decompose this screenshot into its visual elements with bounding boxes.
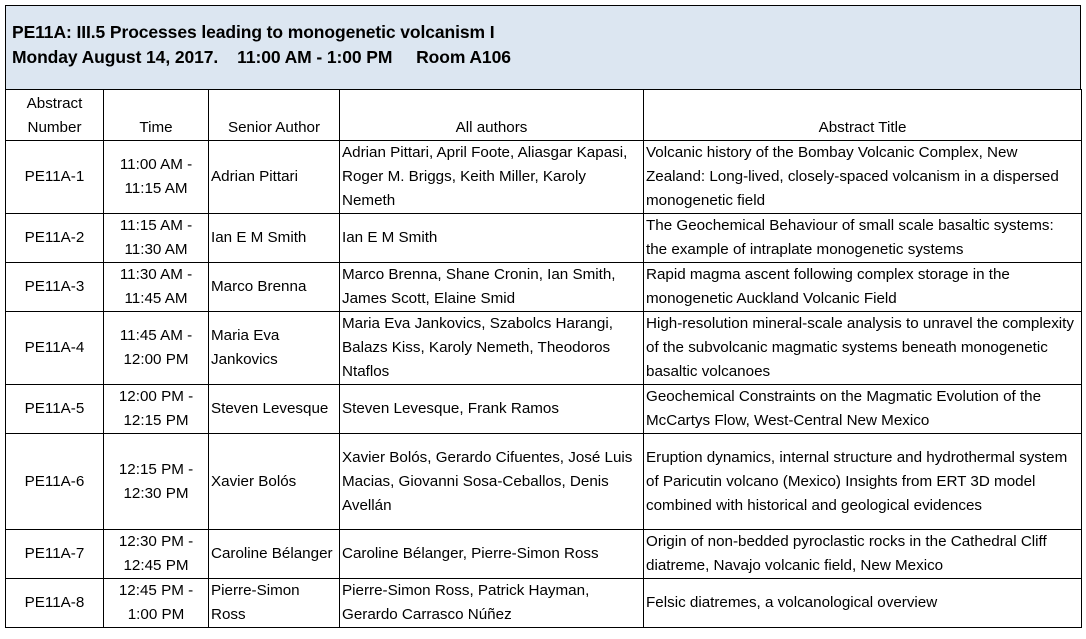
all-authors: Ian E M Smith	[339, 213, 644, 263]
time-end: 12:00 PM	[123, 351, 189, 368]
all-authors: Marco Brenna, Shane Cronin, Ian Smith, J…	[339, 262, 644, 312]
senior-author: Steven Levesque	[208, 384, 340, 434]
table-row: PE11A-4 11:45 AM - 12:00 PM Maria Eva Janko…	[5, 311, 1082, 385]
session-datetime-room: Monday August 14, 2017. 11:00 AM - 1:00 …	[12, 47, 511, 67]
time-slot: 12:00 PM - 12:15 PM	[103, 384, 209, 434]
time-slot: 11:45 AM - 12:00 PM	[103, 311, 209, 385]
abstract-title: Geochemical Constraints on the Magmatic …	[643, 384, 1082, 434]
abstract-title: High-resolution mineral-scale analysis t…	[643, 311, 1082, 385]
table-row: PE11A-6 12:15 PM - 12:30 PM Xavier Bolós Xav…	[5, 433, 1082, 530]
senior-author: Xavier Bolós	[208, 433, 340, 530]
time-end: 11:30 AM	[124, 241, 188, 258]
all-authors: Adrian Pittari, April Foote, Aliasgar Ka…	[339, 140, 644, 214]
abstract-number: PE11A-4	[5, 311, 104, 385]
table-row: PE11A-1 11:00 AM - 11:15 AM Adrian Pittari A…	[5, 140, 1082, 214]
table-row: PE11A-8 12:45 PM - 1:00 PM Pierre-Simon Ros…	[5, 578, 1082, 628]
abstract-title: Origin of non-bedded pyroclastic rocks i…	[643, 529, 1082, 579]
time-start: 12:45 PM -	[118, 582, 194, 599]
time-end: 12:30 PM	[123, 484, 189, 502]
table-row: PE11A-7 12:30 PM - 12:45 PM Caroline Bélang…	[5, 529, 1082, 579]
senior-author: Adrian Pittari	[208, 140, 340, 214]
all-authors: Caroline Bélanger, Pierre-Simon Ross	[339, 529, 644, 579]
time-slot: 11:15 AM - 11:30 AM	[103, 213, 209, 263]
time-start: 12:15 PM -	[118, 460, 194, 478]
time-slot: 11:30 AM - 11:45 AM	[103, 262, 209, 312]
header-all-authors: All authors	[339, 89, 644, 141]
time-start: 11:45 AM -	[119, 327, 193, 344]
all-authors: Maria Eva Jankovics, Szabolcs Harangi, B…	[339, 311, 644, 385]
header-abstract-title: Abstract Title	[643, 89, 1082, 141]
senior-author: Caroline Bélanger	[208, 529, 340, 579]
abstract-number: PE11A-5	[5, 384, 104, 434]
time-end: 11:15 AM	[124, 180, 188, 197]
time-start: 12:30 PM -	[118, 533, 194, 550]
abstract-number: PE11A-3	[5, 262, 104, 312]
abstract-title: Volcanic history of the Bombay Volcanic …	[643, 140, 1082, 214]
senior-author: Marco Brenna	[208, 262, 340, 312]
senior-author: Pierre-Simon Ross	[208, 578, 340, 628]
abstract-number: PE11A-1	[5, 140, 104, 214]
all-authors: Steven Levesque, Frank Ramos	[339, 384, 644, 434]
time-end: 11:45 AM	[124, 290, 188, 307]
abstract-title: Felsic diatremes, a volcanological overv…	[643, 578, 1082, 628]
time-end: 12:15 PM	[123, 412, 189, 429]
abstract-number: PE11A-7	[5, 529, 104, 579]
time-slot: 12:45 PM - 1:00 PM	[103, 578, 209, 628]
header-senior-author: Senior Author	[208, 89, 340, 141]
session-header: PE11A: III.5 Processes leading to monoge…	[5, 5, 1081, 89]
abstract-number: PE11A-6	[5, 433, 104, 530]
time-end: 12:45 PM	[123, 557, 189, 574]
time-start: 11:15 AM -	[119, 217, 193, 234]
table-row: PE11A-5 12:00 PM - 12:15 PM Steven Levesque…	[5, 384, 1082, 434]
session-title: PE11A: III.5 Processes leading to monoge…	[12, 22, 495, 42]
table-row: PE11A-2 11:15 AM - 11:30 AM Ian E M Smith Ia…	[5, 213, 1082, 263]
senior-author: Maria Eva Jankovics	[208, 311, 340, 385]
header-time: Time	[103, 89, 209, 141]
all-authors: Xavier Bolós, Gerardo Cifuentes, José Lu…	[339, 433, 644, 530]
abstract-title: Rapid magma ascent following complex sto…	[643, 262, 1082, 312]
all-authors: Pierre-Simon Ross, Patrick Hayman, Gerar…	[339, 578, 644, 628]
time-end: 1:00 PM	[127, 606, 185, 623]
senior-author: Ian E M Smith	[208, 213, 340, 263]
time-slot: 12:15 PM - 12:30 PM	[103, 433, 209, 530]
time-slot: 12:30 PM - 12:45 PM	[103, 529, 209, 579]
table-header-row: Abstract Number Time Senior Author All a…	[5, 89, 1082, 141]
time-start: 12:00 PM -	[118, 388, 194, 405]
abstract-title: Eruption dynamics, internal structure an…	[643, 433, 1082, 530]
header-abstract-number: Abstract Number	[5, 89, 104, 141]
schedule-sheet: PE11A: III.5 Processes leading to monoge…	[5, 5, 1082, 628]
time-slot: 11:00 AM - 11:15 AM	[103, 140, 209, 214]
table-row: PE11A-3 11:30 AM - 11:45 AM Marco Brenna Mar…	[5, 262, 1082, 312]
abstract-title: The Geochemical Behaviour of small scale…	[643, 213, 1082, 263]
time-start: 11:30 AM -	[119, 266, 193, 283]
abstract-number: PE11A-8	[5, 578, 104, 628]
abstract-number: PE11A-2	[5, 213, 104, 263]
time-start: 11:00 AM -	[119, 156, 193, 173]
abstract-table: Abstract Number Time Senior Author All a…	[5, 89, 1082, 628]
